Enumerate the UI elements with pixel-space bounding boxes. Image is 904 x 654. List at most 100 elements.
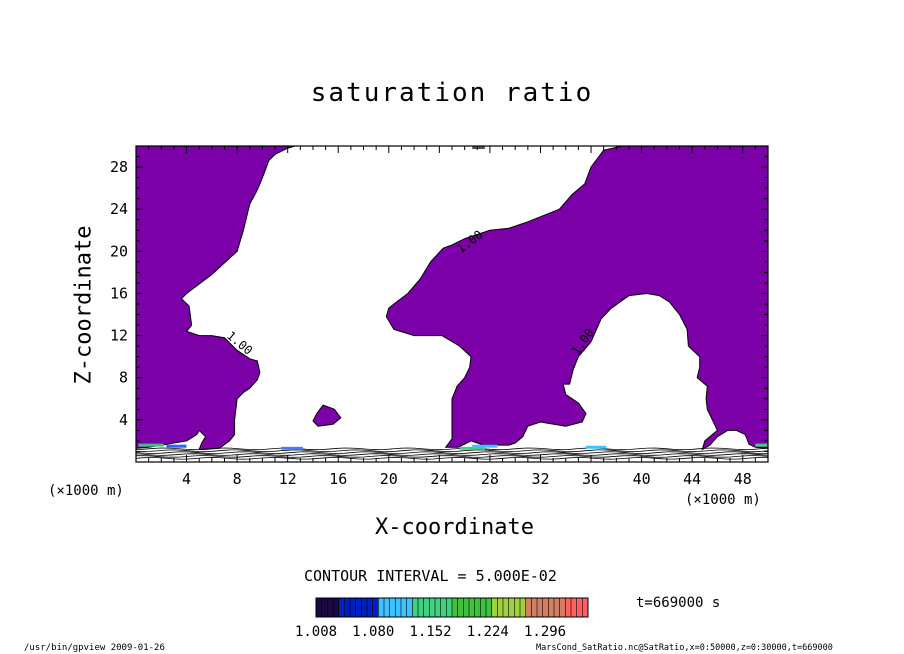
colorbar-swatch [469, 598, 475, 617]
surface-highlight [138, 443, 164, 447]
colorbar-swatch [554, 598, 560, 617]
colorbar-swatch [316, 598, 322, 617]
x-tick-label: 24 [430, 470, 448, 488]
colorbar-frame [315, 597, 589, 618]
colorbar-swatch [395, 598, 401, 617]
colorbar-swatch [565, 598, 571, 617]
x-tick-label: 44 [683, 470, 701, 488]
colorbar-swatch [333, 598, 339, 617]
supersaturated-region-left [135, 145, 296, 450]
x-tick-label: 16 [329, 470, 347, 488]
colorbar-swatch [446, 598, 452, 617]
colorbar-swatch [559, 598, 566, 617]
colorbar-swatch [372, 598, 379, 617]
surface-contour-line [135, 447, 769, 451]
colorbar-swatch [491, 598, 498, 617]
supersaturated-region-right [385, 145, 769, 451]
colorbar-swatch [508, 598, 515, 617]
colorbar-swatch [537, 598, 543, 617]
colorbar-swatch [384, 598, 390, 617]
x-tick-label: 36 [582, 470, 600, 488]
colorbar-swatch [418, 598, 424, 617]
surface-contour-line [135, 449, 769, 453]
chart-title: saturation ratio [310, 78, 594, 108]
x-tick-label: 32 [531, 470, 549, 488]
colorbar-swatch [401, 598, 407, 617]
colorbar-tick-label: 1.224 [467, 624, 509, 640]
x-tick-label: 20 [380, 470, 398, 488]
surface-highlight [281, 446, 303, 450]
colorbar-swatch [531, 598, 537, 617]
colorbar-swatch [389, 598, 396, 617]
colorbar-swatch [520, 598, 526, 617]
surface-highlight [585, 445, 607, 449]
y-unit-label: (×1000 m) [48, 483, 124, 499]
colorbar-swatch [480, 598, 486, 617]
colorbar-swatch [514, 598, 520, 617]
colorbar-swatch [338, 598, 345, 617]
x-tick-label: 28 [481, 470, 499, 488]
surface-highlight [459, 446, 485, 450]
colorbar-swatch [355, 598, 362, 617]
colorbar-swatch [548, 598, 554, 617]
colorbar-swatch [344, 598, 350, 617]
surface-contour-line [135, 453, 769, 456]
surface-contour-line [135, 457, 769, 460]
colorbar-swatch [423, 598, 430, 617]
colorbar-swatch [378, 598, 384, 617]
colorbar-tick-label: 1.152 [409, 624, 451, 640]
y-axis-label: Z-coordinate [71, 225, 97, 385]
y-tick-label: 28 [110, 158, 128, 176]
surface-highlight [472, 444, 498, 448]
colorbar-swatch [503, 598, 509, 617]
colorbar-swatch [474, 598, 481, 617]
y-tick-label: 12 [110, 327, 128, 345]
time-label: t=669000 s [636, 595, 721, 611]
x-tick-label: 4 [182, 470, 191, 488]
colorbar-swatch [525, 598, 532, 617]
footer-right: MarsCond_SatRatio.nc@SatRatio,x=0:50000,… [536, 643, 833, 653]
colorbar-swatch [497, 598, 503, 617]
colorbar-swatch [412, 598, 418, 617]
contour-interval-label: CONTOUR INTERVAL = 5.000E-02 [304, 567, 557, 585]
colorbar-swatch [457, 598, 464, 617]
y-tick-label: 16 [110, 284, 128, 302]
colorbar-swatch [350, 598, 356, 617]
surface-highlight [166, 444, 187, 448]
top-cap [472, 146, 485, 149]
x-tick-label: 48 [734, 470, 752, 488]
surface-contour-line [135, 451, 769, 454]
colorbar-swatch [406, 598, 413, 617]
y-tick-label: 8 [119, 369, 128, 387]
supersaturated-blob [312, 404, 342, 427]
colorbar-swatch [463, 598, 469, 617]
colorbar-swatch [571, 598, 577, 617]
colorbar-tick-label: 1.080 [352, 624, 394, 640]
colorbar-tick-label: 1.008 [295, 624, 337, 640]
colorbar-swatch [486, 598, 492, 617]
colorbar-swatch [321, 598, 328, 617]
colorbar-swatch [367, 598, 373, 617]
x-axis-label: X-coordinate [375, 515, 534, 540]
colorbar-swatch [582, 598, 588, 617]
x-unit-label: (×1000 m) [685, 492, 761, 508]
x-tick-label: 8 [233, 470, 242, 488]
colorbar-swatch [327, 598, 333, 617]
colorbar-tick-label: 1.296 [524, 624, 566, 640]
colorbar-swatch [542, 598, 549, 617]
x-tick-label: 40 [633, 470, 651, 488]
surface-contour-line [135, 455, 769, 458]
colorbar-swatch [429, 598, 435, 617]
surface-highlight [755, 443, 768, 447]
colorbar-swatch [452, 598, 458, 617]
colorbar-swatch [576, 598, 583, 617]
colorbar-swatch [440, 598, 447, 617]
colorbar-swatch [435, 598, 441, 617]
colorbar-swatch [361, 598, 367, 617]
y-tick-label: 4 [119, 411, 128, 429]
y-tick-label: 20 [110, 242, 128, 260]
x-tick-label: 12 [279, 470, 297, 488]
surface-contour-bands [135, 447, 769, 460]
y-tick-label: 24 [110, 200, 128, 218]
